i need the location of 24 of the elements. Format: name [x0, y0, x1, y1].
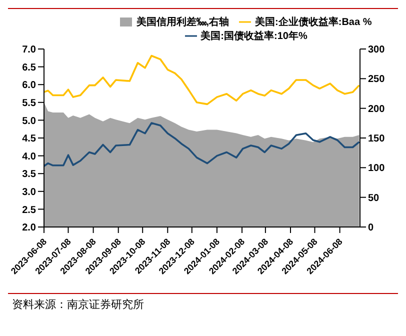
y2-tick-label: 200 [368, 104, 386, 115]
y2-tick-label: 0 [368, 222, 374, 234]
y-tick-label: 7.0 [22, 44, 36, 56]
line-series [44, 122, 360, 168]
y-tick-label: 3.0 [22, 186, 36, 198]
legend-label: 美国:企业债收益率:Baa % [255, 17, 372, 28]
legend-label: 美国:国债收益率:10年% [200, 31, 308, 42]
y-tick-label: 4.0 [22, 151, 36, 162]
y2-tick-label: 250 [368, 74, 386, 86]
y2-tick-label: 50 [368, 192, 380, 204]
y-tick-label: 3.5 [22, 169, 36, 180]
y2-tick-label: 300 [368, 44, 386, 56]
y-tick-label: 2.0 [22, 222, 36, 234]
legend-label: 美国信用利差‱,右轴 [136, 17, 230, 28]
y-tick-label: 5.5 [22, 98, 36, 109]
y-tick-label: 2.5 [22, 204, 36, 216]
y-tick-label: 6.5 [22, 62, 36, 74]
y-tick-label: 6.0 [22, 80, 36, 92]
y2-tick-label: 150 [368, 134, 386, 145]
y2-tick-label: 100 [368, 163, 386, 174]
y-tick-label: 5.0 [22, 116, 36, 127]
text: 资料来源：南京证券研究所 [11, 297, 145, 313]
y-tick-label: 4.5 [22, 134, 36, 145]
line-series [44, 54, 360, 106]
